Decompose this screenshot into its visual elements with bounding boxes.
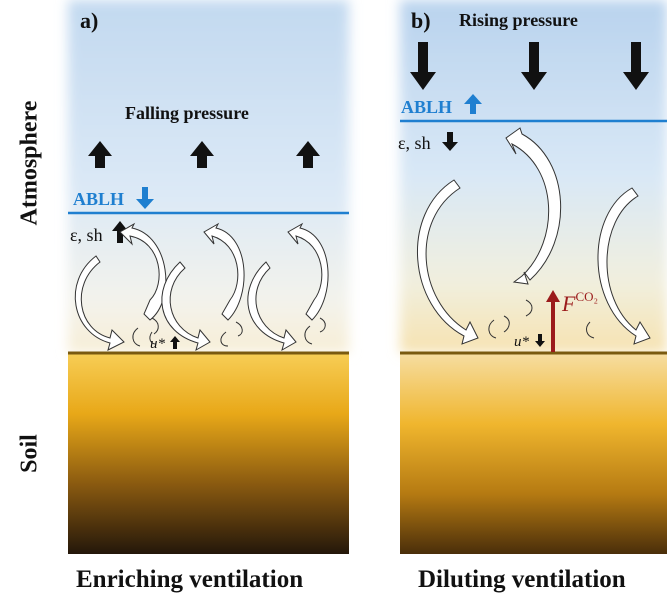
panel-b-soil	[400, 354, 667, 554]
small-eddy-icon	[304, 317, 326, 345]
small-eddy-icon	[220, 321, 243, 347]
panel-b-caption: Diluting ventilation	[418, 566, 626, 593]
small-eddy-icon	[586, 321, 595, 339]
panel-b-text: b) Rising pressure ABLH ε, sh u* FCO₂	[398, 8, 598, 350]
small-eddy-icon	[525, 299, 533, 317]
down-arrow-icon	[410, 42, 436, 90]
panel-a-upward-arrows	[88, 141, 320, 168]
eddy-arrow-icon	[416, 179, 479, 345]
eddy-arrow-icon	[74, 255, 125, 351]
eddy-arrow-icon	[597, 187, 651, 345]
panel-b-ablh-label: ABLH	[401, 97, 452, 117]
panel-a-eddies	[74, 222, 329, 352]
up-arrow-icon	[88, 141, 112, 168]
panel-b-downward-arrows	[410, 42, 649, 90]
panel-a-ablh-label: ABLH	[73, 189, 124, 209]
panel-a-text: a) Falling pressure ABLH ε, sh u*	[70, 8, 249, 352]
ablh-up-arrow-icon	[464, 94, 482, 114]
small-eddy-icon	[488, 315, 510, 339]
panel-a-soil	[68, 354, 349, 554]
panel-b	[400, 0, 667, 554]
eddy-arrow-icon	[161, 261, 211, 352]
ustar-down-arrow-icon	[535, 334, 545, 347]
eddy-arrow-icon	[203, 222, 245, 321]
panel-a-pressure-text: Falling pressure	[125, 103, 249, 123]
eps-sh-down-arrow-icon	[442, 132, 458, 151]
panel-a-eps-sh-label: ε, sh	[70, 225, 103, 245]
flux-superscript: CO₂	[575, 289, 598, 304]
eddy-arrow-icon	[119, 222, 167, 321]
panel-a-atmosphere	[68, 0, 349, 353]
down-arrow-icon	[623, 42, 649, 90]
panel-a-caption: Enriching ventilation	[76, 566, 304, 593]
small-eddy-icon	[132, 317, 159, 347]
panel-b-ustar-label: u*	[514, 334, 530, 350]
panel-b-label: b)	[411, 8, 431, 33]
panel-a-label: a)	[80, 8, 98, 33]
panel-a-ustar-label: u*	[150, 336, 166, 352]
panel-a	[68, 0, 349, 554]
ablh-down-arrow-icon	[136, 187, 154, 209]
soil-label: Soil	[16, 434, 43, 473]
eddy-arrow-icon	[287, 222, 329, 321]
panel-b-pressure-text: Rising pressure	[459, 10, 578, 30]
up-arrow-icon	[296, 141, 320, 168]
co2-flux-arrow-icon	[546, 290, 560, 352]
ustar-up-arrow-icon	[170, 336, 180, 349]
eddy-arrow-icon	[505, 127, 561, 285]
panel-b-eps-sh-label: ε, sh	[398, 133, 431, 153]
atmosphere-label: Atmosphere	[16, 100, 43, 226]
panel-b-eddies	[416, 127, 651, 345]
down-arrow-icon	[521, 42, 547, 90]
up-arrow-icon	[190, 141, 214, 168]
panel-b-flux-label: FCO₂	[561, 289, 598, 316]
eddy-arrow-icon	[247, 261, 297, 352]
